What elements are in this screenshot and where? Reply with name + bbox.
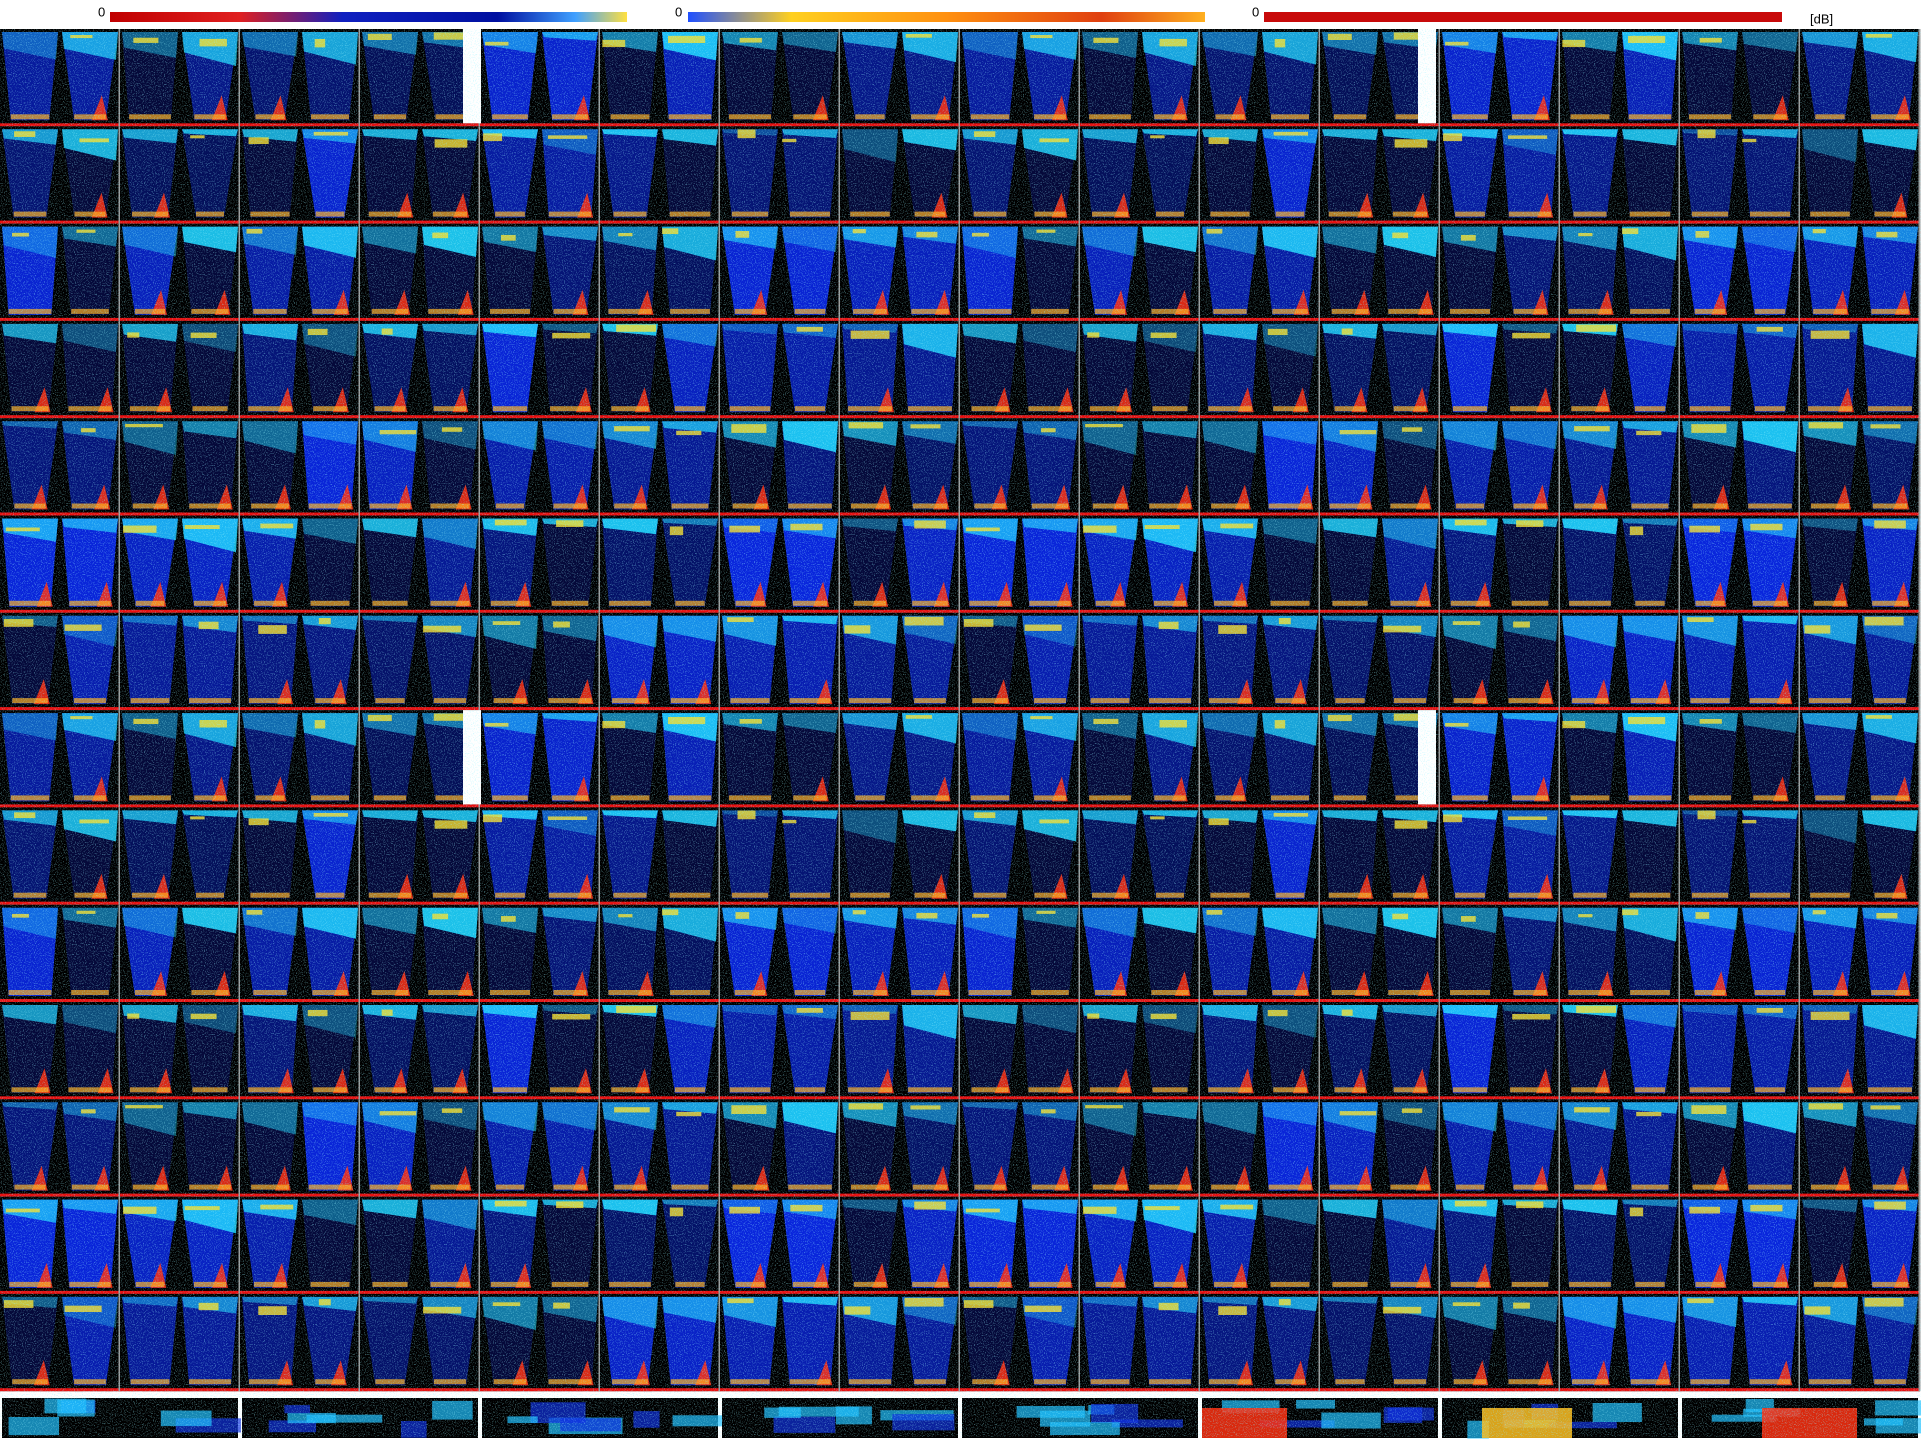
colorbar [688,12,1205,22]
colorbar [1264,12,1782,22]
colorbar [110,12,627,22]
speckle-overlay [0,29,1921,1437]
unit-label: [dB] [1810,11,1833,26]
colorbar-label: 0 [1252,4,1259,19]
colorbar-label: 0 [98,4,105,19]
colorbar-label: 0 [675,4,682,19]
